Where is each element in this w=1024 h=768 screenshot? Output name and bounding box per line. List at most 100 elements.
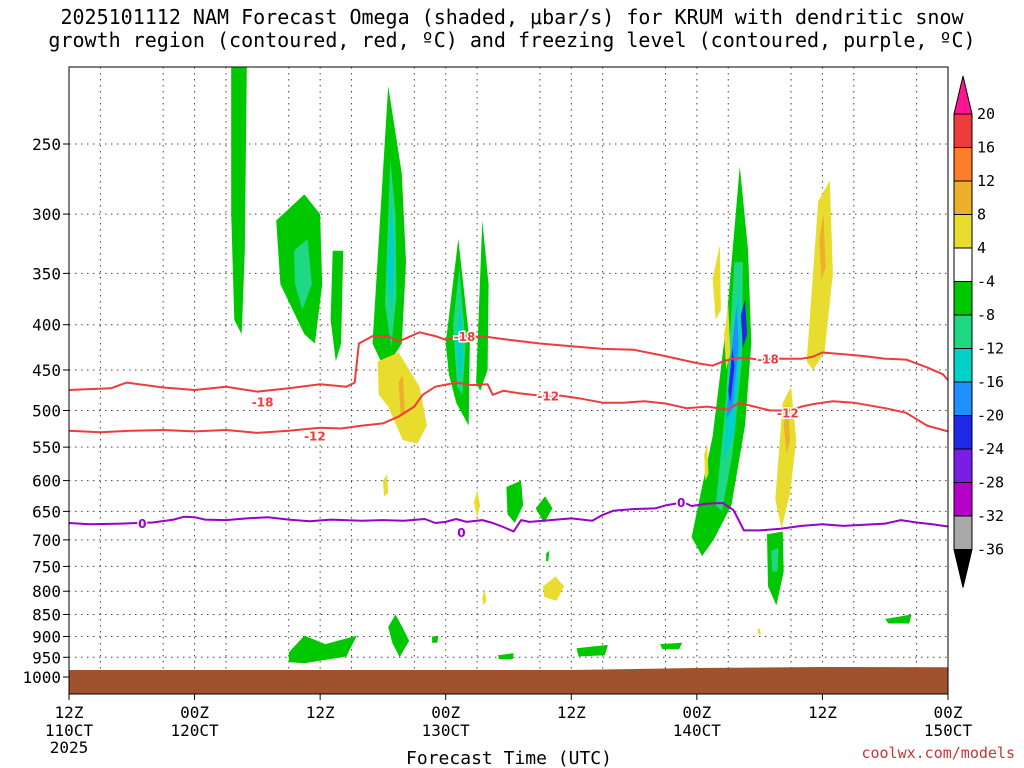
x-tick-label: 00Z: [682, 703, 711, 722]
y-tick-label: 1000: [22, 668, 61, 687]
omega-region: [535, 496, 553, 523]
omega-region: [506, 480, 524, 523]
omega-region: [474, 490, 481, 518]
colorbar-label: 20: [977, 105, 995, 123]
omega-region: [885, 614, 912, 624]
y-tick-label: 600: [32, 472, 61, 491]
colorbar-label: -16: [977, 373, 1004, 391]
contour-line-minus12: [69, 381, 948, 434]
chart-title: 2025101112 NAM Forecast Omega (shaded, μ…: [0, 6, 1024, 52]
colorbar-bin: [953, 515, 973, 550]
colorbar-label: 12: [977, 172, 995, 190]
contour-label-minus18: -18: [252, 396, 274, 410]
omega-region: [388, 614, 410, 658]
contour-label-minus18: -18: [757, 353, 779, 367]
colorbar-label: -28: [977, 474, 1004, 492]
colorbar-bin: [953, 381, 973, 416]
x-tick-label: 12Z: [557, 703, 586, 722]
contour-label-minus18: -18: [454, 330, 476, 344]
omega-region: [819, 214, 826, 279]
x-tick-label: 00Z: [934, 703, 963, 722]
colorbar-bin: [953, 348, 973, 383]
y-tick-label: 550: [32, 438, 61, 457]
x-tick-date-label: 150CT: [924, 721, 973, 740]
y-tick-label: 300: [32, 205, 61, 224]
x-axis-title: Forecast Time (UTC): [406, 748, 612, 768]
ground-fill: [69, 667, 948, 694]
colorbar-label: -4: [977, 273, 995, 291]
omega-region: [382, 474, 389, 497]
y-tick-label: 350: [32, 264, 61, 283]
colorbar-bin: [953, 482, 973, 517]
colorbar-bin: [953, 214, 973, 249]
colorbar-label: 4: [977, 239, 986, 257]
x-tick-label: 12Z: [808, 703, 837, 722]
contour-label-minus12: -12: [777, 407, 799, 421]
omega-region: [498, 653, 514, 660]
plot-area: [69, 67, 948, 694]
omega-region: [398, 374, 405, 415]
y-tick-label: 800: [32, 582, 61, 601]
colorbar-label: -20: [977, 407, 1004, 425]
y-tick-label: 750: [32, 557, 61, 576]
colorbar-label: 16: [977, 139, 995, 157]
contour-label-zero: 0: [677, 496, 685, 510]
contour-label-minus12: -12: [304, 430, 326, 444]
colorbar-bin: [953, 147, 973, 182]
omega-region: [288, 635, 357, 664]
title-line-2: growth region (contoured, red, ºC) and f…: [48, 28, 976, 52]
colorbar-bottom-triangle: [953, 549, 973, 588]
omega-region: [576, 644, 608, 657]
y-tick-label: 650: [32, 502, 61, 521]
x-tick-date-label: 110CT: [45, 721, 94, 740]
omega-region: [432, 635, 439, 643]
omega-region: [771, 548, 779, 572]
colorbar-bin: [953, 247, 973, 282]
omega-region: [775, 386, 797, 529]
contour-label-zero: 0: [457, 526, 465, 540]
omega-region: [456, 305, 464, 383]
x-tick-label: 12Z: [55, 703, 84, 722]
contour-label-minus12: -12: [537, 389, 559, 403]
colorbar-bin: [953, 113, 973, 148]
omega-region: [546, 550, 550, 562]
omega-region: [482, 588, 487, 606]
x-tick-year-label: 2025: [50, 738, 89, 757]
omega-region: [740, 299, 748, 348]
colorbar-bin: [953, 281, 973, 316]
contour-label-zero: 0: [138, 517, 146, 531]
omega-region: [660, 642, 683, 650]
surface-ground: [69, 667, 948, 694]
colorbar-label: 8: [977, 206, 986, 224]
omega-region: [231, 67, 247, 335]
colorbar-bin: [953, 415, 973, 450]
colorbar-label: -24: [977, 440, 1004, 458]
x-tick-date-label: 140CT: [673, 721, 722, 740]
omega-shading: [231, 67, 912, 664]
x-tick-label: 00Z: [180, 703, 209, 722]
colorbar: 20 16 12 8 4 -4 -8 -12 -16 -20 -24 -28 -32 -36: [953, 75, 1004, 588]
x-tick-label: 12Z: [306, 703, 335, 722]
omega-region: [712, 244, 721, 320]
omega-region: [543, 576, 564, 601]
temperature-contours: -18 -18 -18 -12 -12 -12 0 0 0: [69, 329, 948, 542]
colorbar-top-triangle: [953, 75, 973, 115]
colorbar-label: -12: [977, 340, 1004, 358]
omega-region: [387, 201, 395, 315]
plot-frame: [68, 66, 949, 695]
contour-line-zero: [69, 500, 948, 533]
y-tick-label: 950: [32, 648, 61, 667]
omega-region: [476, 220, 489, 391]
colorbar-bin: [953, 180, 973, 215]
omega-region: [294, 238, 312, 310]
omega-region: [728, 348, 735, 403]
omega-region: [806, 180, 833, 370]
contour-line-minus18: [69, 331, 948, 393]
omega-region: [704, 443, 709, 481]
y-tick-label: 900: [32, 627, 61, 646]
colorbar-bin: [953, 448, 973, 483]
x-tick-date-label: 130CT: [422, 721, 471, 740]
y-tick-label: 250: [32, 135, 61, 154]
colorbar-label: -36: [977, 541, 1004, 559]
